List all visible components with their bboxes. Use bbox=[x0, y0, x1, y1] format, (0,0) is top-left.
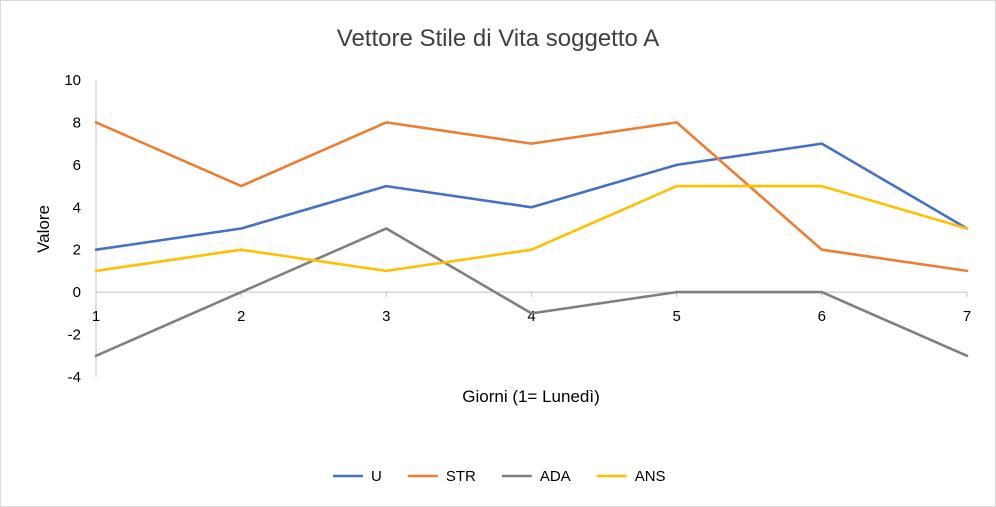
legend-label-ada: ADA bbox=[540, 468, 571, 485]
y-tick-label: 10 bbox=[64, 72, 81, 89]
x-tick-label: 7 bbox=[963, 308, 971, 325]
legend-label-ans: ANS bbox=[635, 468, 666, 485]
x-tick-label: 1 bbox=[92, 308, 100, 325]
x-tick-label: 4 bbox=[527, 308, 535, 325]
y-tick-label: 0 bbox=[73, 284, 81, 301]
x-tick-label: 6 bbox=[818, 308, 826, 325]
y-tick-label: 4 bbox=[73, 199, 81, 216]
series-line-ans bbox=[94, 184, 969, 273]
x-tick-label: 5 bbox=[672, 308, 680, 325]
y-tick-label: -2 bbox=[68, 327, 81, 344]
x-axis-label: Giorni (1= Lunedì) bbox=[462, 387, 600, 406]
legend-label-u: U bbox=[371, 468, 382, 485]
y-tick-label: -4 bbox=[68, 369, 81, 386]
y-axis-ticks: -4 -2 0 2 4 6 8 10 bbox=[64, 72, 81, 386]
legend: U STR ADA ANS bbox=[333, 468, 666, 485]
x-tick-label: 2 bbox=[237, 308, 245, 325]
chart-title: Vettore Stile di Vita soggetto A bbox=[337, 25, 659, 52]
y-tick-label: 8 bbox=[73, 114, 81, 131]
series-lines bbox=[94, 121, 969, 358]
series-line-ada bbox=[94, 227, 969, 358]
y-tick-label: 2 bbox=[73, 242, 81, 259]
legend-label-str: STR bbox=[446, 468, 476, 485]
x-axis-ticks: 1 2 3 4 5 6 7 bbox=[92, 292, 971, 325]
series-line-u bbox=[94, 142, 969, 251]
x-tick-label: 3 bbox=[382, 308, 390, 325]
axes bbox=[95, 80, 967, 377]
y-tick-label: 6 bbox=[73, 157, 81, 174]
y-axis-label: Valore bbox=[34, 205, 53, 253]
series-line-str bbox=[94, 121, 969, 273]
